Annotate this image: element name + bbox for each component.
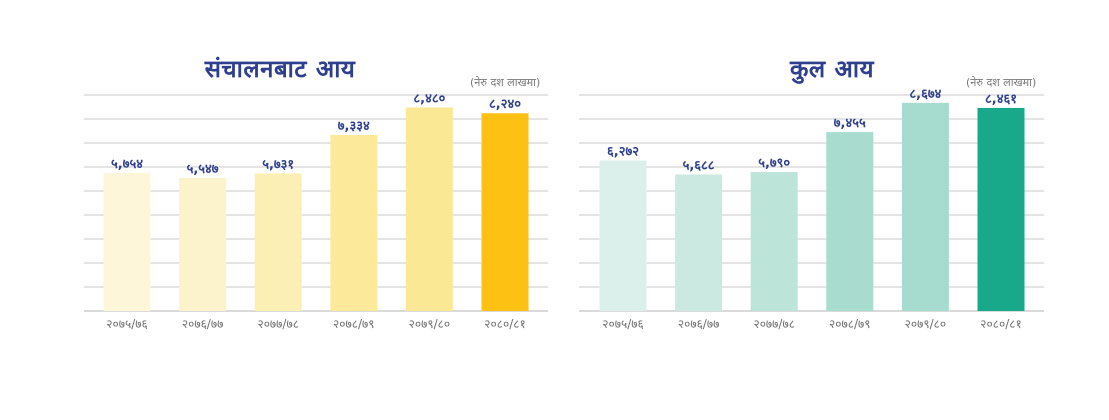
bar <box>330 134 378 311</box>
data-label: ८,२४० <box>489 97 521 112</box>
data-label: ७,३३४ <box>338 119 370 134</box>
x-tick-label: २०७८/७९ <box>829 317 870 331</box>
chart-plot-area: ६,२७२ २०७५/७६ ५,६८८ २०७६/७७ ५,७९० २०७७/७८ ७,४५… <box>579 87 1044 331</box>
data-label: ८,४६१ <box>985 92 1017 107</box>
data-label: ७,४५५ <box>834 116 866 131</box>
data-label: ८,६७४ <box>909 87 941 102</box>
x-tick-label: २०८०/८१ <box>484 317 525 331</box>
bar <box>977 107 1025 311</box>
x-tick-label: २०८०/८१ <box>980 317 1021 331</box>
x-tick-label: २०७७/७८ <box>257 317 298 331</box>
unit-note: (नेरु दश लाखमा) <box>966 76 1037 89</box>
operating-income-chart: संचालनबाट आय (नेरु दश लाखमा) ५,७५४ २०७५/७… <box>84 55 548 331</box>
bar <box>103 172 151 311</box>
bar <box>405 107 453 311</box>
bar <box>254 173 302 311</box>
x-tick-label: २०७८/७९ <box>333 317 374 331</box>
chart-title: कुल आय <box>789 55 874 83</box>
bar <box>179 177 227 311</box>
bar <box>826 132 874 311</box>
x-tick-label: २०७६/७७ <box>182 317 223 331</box>
data-label: ६,२७२ <box>607 144 639 159</box>
unit-note: (नेरु दश लाखमा) <box>470 76 541 89</box>
bar <box>675 174 723 311</box>
data-label: ५,७९० <box>758 156 790 171</box>
x-tick-label: २०७५/७६ <box>106 317 147 331</box>
x-tick-label: २०७९/८० <box>409 317 450 331</box>
x-tick-label: २०७५/७६ <box>602 317 643 331</box>
data-label: ५,६८८ <box>683 158 715 173</box>
x-tick-label: २०७७/७८ <box>753 317 794 331</box>
data-label: ५,७५४ <box>111 157 143 172</box>
x-tick-label: २०७९/८० <box>905 317 946 331</box>
data-label: ५,५४७ <box>187 162 219 177</box>
data-label: ५,७३१ <box>262 157 294 172</box>
bar <box>599 160 647 311</box>
chart-title: संचालनबाट आय <box>204 55 356 83</box>
bar <box>901 102 949 311</box>
bar <box>481 113 529 312</box>
chart-plot-area: ५,७५४ २०७५/७६ ५,५४७ २०७६/७७ ५,७३१ २०७७/७८ ७,३३… <box>84 91 548 331</box>
total-income-chart: कुल आय (नेरु दश लाखमा) ६,२७२ २०७५/७६ ५,६८८… <box>555 0 1109 420</box>
data-label: ८,४८० <box>413 91 445 106</box>
x-tick-label: २०७६/७७ <box>678 317 719 331</box>
bar <box>750 172 798 311</box>
